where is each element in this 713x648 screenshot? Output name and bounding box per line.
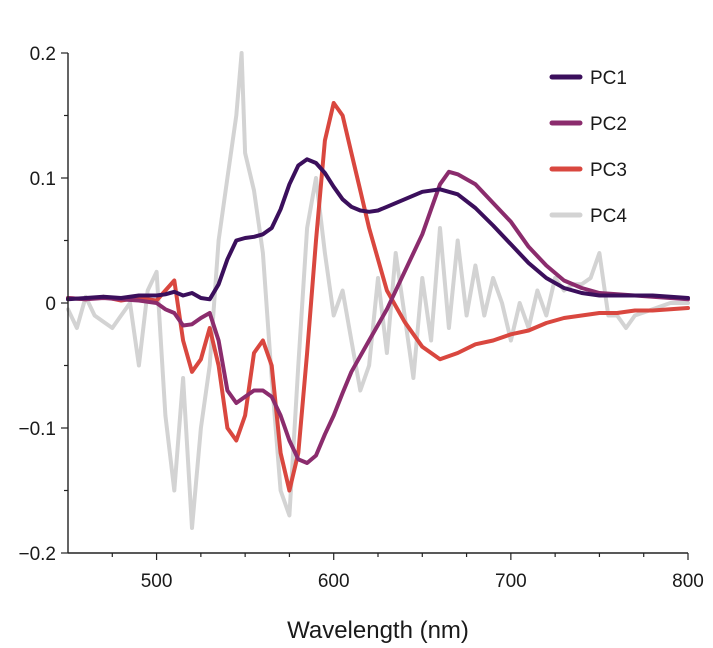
plot-area: 500 600 700 800 0.2 0.1 0 −0.1 −0.2 — [18, 44, 703, 592]
series-line-pc3 — [66, 101, 690, 493]
x-tick-label: 700 — [495, 571, 527, 592]
legend: PC1 PC2 PC3 PC4 — [549, 68, 627, 227]
legend-label-pc4: PC4 — [590, 206, 627, 227]
x-tick-label: 500 — [141, 571, 173, 592]
legend-label-pc1: PC1 — [590, 68, 627, 89]
legend-label-pc3: PC3 — [590, 160, 627, 181]
y-tick-label: 0 — [45, 294, 56, 315]
y-tick-label: 0.2 — [30, 44, 56, 65]
y-tick-label: 0.1 — [30, 169, 56, 190]
legend-label-pc2: PC2 — [590, 114, 627, 135]
tick-layer: 500 600 700 800 0.2 0.1 0 −0.1 −0.2 — [18, 44, 703, 592]
x-axis-label: Wavelength (nm) — [287, 617, 469, 644]
x-tick-label: 800 — [672, 571, 704, 592]
x-tick-label: 600 — [318, 571, 350, 592]
series-layer — [66, 51, 690, 530]
series-line-pc1 — [66, 157, 690, 302]
series-line-pc2 — [66, 169, 690, 465]
y-tick-label: −0.1 — [18, 419, 56, 440]
y-tick-label: −0.2 — [18, 544, 56, 565]
